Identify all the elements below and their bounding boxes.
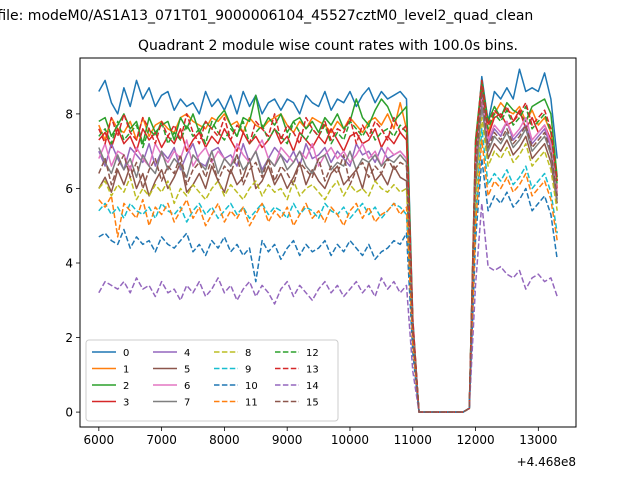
series-line-7 — [98, 105, 558, 413]
series-line-10 — [98, 157, 558, 413]
series-line-8 — [98, 116, 558, 413]
legend-label-13: 13 — [306, 365, 319, 376]
y-tick-label: 0 — [65, 406, 73, 420]
series-line-14 — [98, 202, 558, 413]
legend-label-3: 3 — [123, 398, 129, 409]
x-tick-label: 9000 — [272, 433, 303, 447]
x-axis-offset-label: +4.468e8 — [517, 455, 576, 469]
legend-label-1: 1 — [123, 365, 129, 376]
x-tick-label: 11000 — [394, 433, 432, 447]
legend-label-5: 5 — [184, 365, 190, 376]
series-line-15 — [98, 90, 558, 413]
legend-label-12: 12 — [306, 348, 319, 359]
chart-title: Quadrant 2 module wise count rates with … — [138, 38, 518, 54]
y-tick-label: 6 — [65, 182, 73, 196]
series-line-11 — [98, 139, 558, 413]
x-tick-label: 6000 — [84, 433, 115, 447]
x-tick-label: 8000 — [209, 433, 240, 447]
x-axis: 6000 7000 8000 9000 10000 11000 12000 13000 — [84, 427, 557, 447]
series-line-9 — [98, 128, 558, 413]
y-axis: 0 2 4 6 8 — [65, 107, 80, 420]
legend-label-9: 9 — [245, 365, 251, 376]
legend-label-11: 11 — [245, 398, 258, 409]
y-tick-label: 2 — [65, 331, 73, 345]
figure-suptitle: n file: modeM0/AS1A13_071T01_9000006104_… — [0, 8, 533, 24]
legend-label-2: 2 — [123, 381, 129, 392]
legend-label-6: 6 — [184, 381, 190, 392]
x-tick-label: 13000 — [519, 433, 557, 447]
axes-frame — [79, 57, 577, 428]
legend-label-14: 14 — [306, 381, 319, 392]
legend-label-10: 10 — [245, 381, 258, 392]
y-tick-label: 8 — [65, 107, 73, 121]
x-tick-label: 10000 — [331, 433, 369, 447]
legend-label-4: 4 — [184, 348, 190, 359]
legend-label-15: 15 — [306, 398, 319, 409]
series-line-13 — [98, 79, 558, 413]
series-line-2 — [98, 79, 558, 413]
x-tick-label: 7000 — [146, 433, 177, 447]
plot-area: 6000 7000 8000 9000 10000 11000 12000 13000 0 2 4… — [65, 57, 577, 469]
y-tick-label: 4 — [65, 257, 73, 271]
series-layer — [98, 68, 558, 413]
x-tick-label: 12000 — [456, 433, 494, 447]
legend-label-8: 8 — [245, 348, 251, 359]
legend-label-0: 0 — [123, 348, 129, 359]
legend-label-7: 7 — [184, 398, 190, 409]
